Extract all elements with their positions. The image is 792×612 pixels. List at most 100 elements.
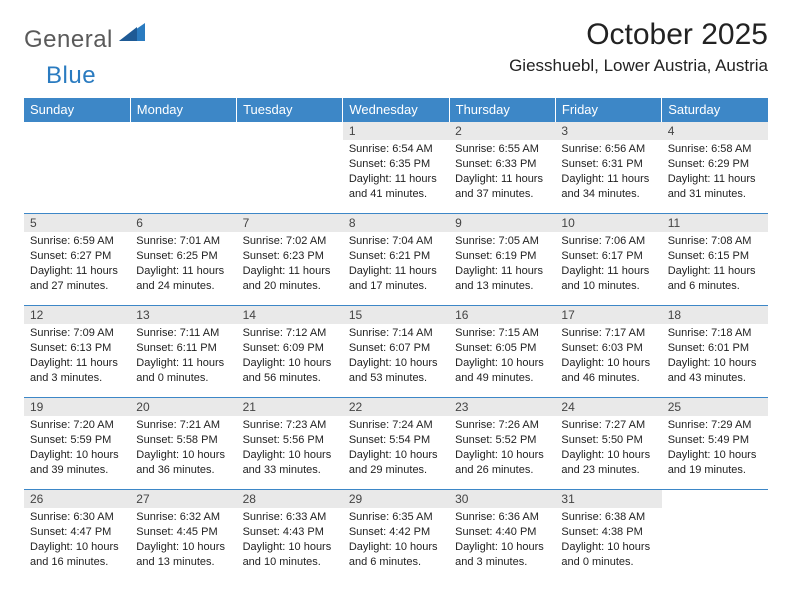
- calendar-day-cell: 30Sunrise: 6:36 AMSunset: 4:40 PMDayligh…: [449, 490, 555, 582]
- sunrise-line: Sunrise: 7:09 AM: [30, 326, 124, 341]
- sunset-line: Sunset: 6:31 PM: [561, 157, 655, 172]
- calendar-day-cell: 27Sunrise: 6:32 AMSunset: 4:45 PMDayligh…: [130, 490, 236, 582]
- daylight-line: Daylight: 10 hours and 26 minutes.: [455, 448, 549, 478]
- calendar-day-cell: 29Sunrise: 6:35 AMSunset: 4:42 PMDayligh…: [343, 490, 449, 582]
- calendar-day-cell: 17Sunrise: 7:17 AMSunset: 6:03 PMDayligh…: [555, 306, 661, 398]
- day-number: 2: [449, 122, 555, 140]
- weekday-header-row: Sunday Monday Tuesday Wednesday Thursday…: [24, 98, 768, 122]
- day-content: Sunrise: 6:33 AMSunset: 4:43 PMDaylight:…: [237, 508, 343, 573]
- sunrise-line: Sunrise: 6:55 AM: [455, 142, 549, 157]
- sunset-line: Sunset: 4:45 PM: [136, 525, 230, 540]
- sunrise-line: Sunrise: 6:33 AM: [243, 510, 337, 525]
- sunset-line: Sunset: 6:33 PM: [455, 157, 549, 172]
- calendar-table: Sunday Monday Tuesday Wednesday Thursday…: [24, 98, 768, 582]
- daylight-line: Daylight: 11 hours and 24 minutes.: [136, 264, 230, 294]
- day-number: 4: [662, 122, 768, 140]
- day-number: 27: [130, 490, 236, 508]
- day-number: 9: [449, 214, 555, 232]
- sunset-line: Sunset: 5:50 PM: [561, 433, 655, 448]
- sunset-line: Sunset: 6:05 PM: [455, 341, 549, 356]
- day-content: Sunrise: 6:32 AMSunset: 4:45 PMDaylight:…: [130, 508, 236, 573]
- daylight-line: Daylight: 11 hours and 34 minutes.: [561, 172, 655, 202]
- calendar-day-cell: 20Sunrise: 7:21 AMSunset: 5:58 PMDayligh…: [130, 398, 236, 490]
- day-number: 3: [555, 122, 661, 140]
- daylight-line: Daylight: 10 hours and 23 minutes.: [561, 448, 655, 478]
- daylight-line: Daylight: 10 hours and 43 minutes.: [668, 356, 762, 386]
- day-number: 7: [237, 214, 343, 232]
- day-number: 13: [130, 306, 236, 324]
- calendar-day-cell: 5Sunrise: 6:59 AMSunset: 6:27 PMDaylight…: [24, 214, 130, 306]
- calendar-day-cell: 9 Sunrise: 7:05 AMSunset: 6:19 PMDaylight…: [449, 214, 555, 306]
- weekday-header: Wednesday: [343, 98, 449, 122]
- sunrise-line: Sunrise: 6:54 AM: [349, 142, 443, 157]
- daylight-line: Daylight: 10 hours and 39 minutes.: [30, 448, 124, 478]
- daylight-line: Daylight: 11 hours and 20 minutes.: [243, 264, 337, 294]
- sunrise-line: Sunrise: 7:12 AM: [243, 326, 337, 341]
- weekday-header: Monday: [130, 98, 236, 122]
- day-content: Sunrise: 6:56 AMSunset: 6:31 PMDaylight:…: [555, 140, 661, 205]
- calendar-week-row: 1Sunrise: 6:54 AMSunset: 6:35 PMDaylight…: [24, 122, 768, 214]
- calendar-day-cell: 15Sunrise: 7:14 AMSunset: 6:07 PMDayligh…: [343, 306, 449, 398]
- day-number: 6: [130, 214, 236, 232]
- day-content: Sunrise: 7:18 AMSunset: 6:01 PMDaylight:…: [662, 324, 768, 389]
- day-number: 10: [555, 214, 661, 232]
- sunrise-line: Sunrise: 7:26 AM: [455, 418, 549, 433]
- daylight-line: Daylight: 10 hours and 16 minutes.: [30, 540, 124, 570]
- day-number: 17: [555, 306, 661, 324]
- day-content: [130, 140, 236, 146]
- day-number: 5: [24, 214, 130, 232]
- sunrise-line: Sunrise: 7:14 AM: [349, 326, 443, 341]
- day-content: Sunrise: 7:23 AMSunset: 5:56 PMDaylight:…: [237, 416, 343, 481]
- sunrise-line: Sunrise: 7:05 AM: [455, 234, 549, 249]
- sunset-line: Sunset: 6:07 PM: [349, 341, 443, 356]
- daylight-line: Daylight: 11 hours and 13 minutes.: [455, 264, 549, 294]
- daylight-line: Daylight: 11 hours and 10 minutes.: [561, 264, 655, 294]
- calendar-day-cell: 13Sunrise: 7:11 AMSunset: 6:11 PMDayligh…: [130, 306, 236, 398]
- day-content: [662, 508, 768, 514]
- day-content: Sunrise: 7:06 AMSunset: 6:17 PMDaylight:…: [555, 232, 661, 297]
- day-content: Sunrise: 7:09 AMSunset: 6:13 PMDaylight:…: [24, 324, 130, 389]
- sunrise-line: Sunrise: 7:29 AM: [668, 418, 762, 433]
- sunset-line: Sunset: 6:21 PM: [349, 249, 443, 264]
- daylight-line: Daylight: 11 hours and 37 minutes.: [455, 172, 549, 202]
- day-content: Sunrise: 7:11 AMSunset: 6:11 PMDaylight:…: [130, 324, 236, 389]
- day-content: Sunrise: 7:20 AMSunset: 5:59 PMDaylight:…: [24, 416, 130, 481]
- sunrise-line: Sunrise: 7:08 AM: [668, 234, 762, 249]
- day-content: [237, 140, 343, 146]
- calendar-day-cell: 11Sunrise: 7:08 AMSunset: 6:15 PMDayligh…: [662, 214, 768, 306]
- day-number: 29: [343, 490, 449, 508]
- calendar-day-cell: 22Sunrise: 7:24 AMSunset: 5:54 PMDayligh…: [343, 398, 449, 490]
- sunrise-line: Sunrise: 7:04 AM: [349, 234, 443, 249]
- day-content: Sunrise: 6:38 AMSunset: 4:38 PMDaylight:…: [555, 508, 661, 573]
- daylight-line: Daylight: 10 hours and 33 minutes.: [243, 448, 337, 478]
- daylight-line: Daylight: 10 hours and 56 minutes.: [243, 356, 337, 386]
- daylight-line: Daylight: 10 hours and 6 minutes.: [349, 540, 443, 570]
- sunset-line: Sunset: 4:42 PM: [349, 525, 443, 540]
- calendar-day-cell: [237, 122, 343, 214]
- calendar-day-cell: 26Sunrise: 6:30 AMSunset: 4:47 PMDayligh…: [24, 490, 130, 582]
- day-number: 31: [555, 490, 661, 508]
- day-content: Sunrise: 7:04 AMSunset: 6:21 PMDaylight:…: [343, 232, 449, 297]
- calendar-day-cell: [130, 122, 236, 214]
- sunset-line: Sunset: 6:25 PM: [136, 249, 230, 264]
- day-content: Sunrise: 7:14 AMSunset: 6:07 PMDaylight:…: [343, 324, 449, 389]
- day-content: Sunrise: 7:21 AMSunset: 5:58 PMDaylight:…: [130, 416, 236, 481]
- sunset-line: Sunset: 5:49 PM: [668, 433, 762, 448]
- weekday-header: Sunday: [24, 98, 130, 122]
- calendar-week-row: 26Sunrise: 6:30 AMSunset: 4:47 PMDayligh…: [24, 490, 768, 582]
- sunset-line: Sunset: 4:47 PM: [30, 525, 124, 540]
- sunset-line: Sunset: 6:19 PM: [455, 249, 549, 264]
- month-title: October 2025: [509, 18, 768, 52]
- weekday-header: Friday: [555, 98, 661, 122]
- title-block: October 2025 Giesshuebl, Lower Austria, …: [509, 18, 768, 76]
- day-number: 26: [24, 490, 130, 508]
- sunrise-line: Sunrise: 6:56 AM: [561, 142, 655, 157]
- sunset-line: Sunset: 6:03 PM: [561, 341, 655, 356]
- calendar-day-cell: [24, 122, 130, 214]
- sunset-line: Sunset: 6:27 PM: [30, 249, 124, 264]
- daylight-line: Daylight: 10 hours and 13 minutes.: [136, 540, 230, 570]
- daylight-line: Daylight: 10 hours and 36 minutes.: [136, 448, 230, 478]
- sunrise-line: Sunrise: 7:20 AM: [30, 418, 124, 433]
- sunset-line: Sunset: 6:29 PM: [668, 157, 762, 172]
- sunrise-line: Sunrise: 7:11 AM: [136, 326, 230, 341]
